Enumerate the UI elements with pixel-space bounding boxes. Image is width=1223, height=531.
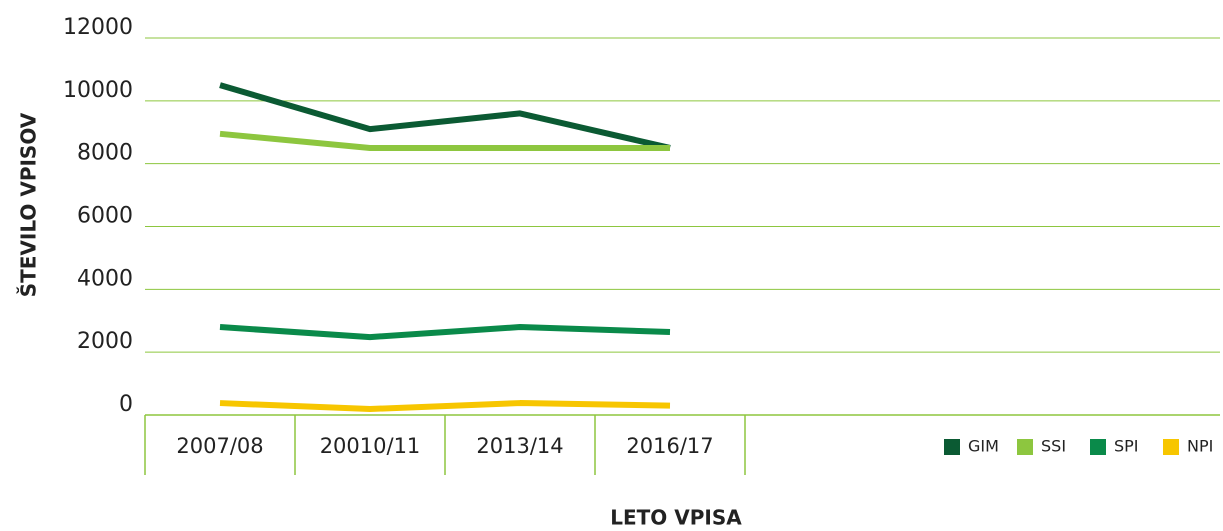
y-tick-label: 2000 [77, 329, 133, 354]
legend-label: SSI [1041, 437, 1066, 456]
x-tick-label: 20010/11 [320, 434, 421, 458]
y-tick-label: 8000 [77, 141, 133, 166]
legend-swatch [1163, 439, 1179, 455]
legend-label: NPI [1187, 437, 1213, 456]
y-tick-label: 4000 [77, 266, 133, 291]
legend-swatch [944, 439, 960, 455]
legend-swatch [1017, 439, 1033, 455]
legend-swatch [1090, 439, 1106, 455]
y-tick-label: 10000 [63, 78, 133, 103]
y-tick-label: 12000 [63, 15, 133, 40]
x-tick-label: 2013/14 [476, 434, 563, 458]
line [219, 82, 671, 151]
x-tick-label: 2007/08 [176, 434, 263, 458]
x-axis-label: LETO VPISA [610, 506, 742, 530]
y-axis-label: ŠTEVILO VPISOV [17, 112, 41, 297]
x-tick-label: 2016/17 [626, 434, 713, 458]
legend-label: SPI [1114, 437, 1139, 456]
y-tick-label: 6000 [77, 204, 133, 229]
line [219, 130, 670, 151]
legend-label: GIM [968, 437, 999, 456]
line [219, 400, 671, 413]
y-tick-label: 0 [119, 392, 133, 417]
line [219, 324, 671, 341]
